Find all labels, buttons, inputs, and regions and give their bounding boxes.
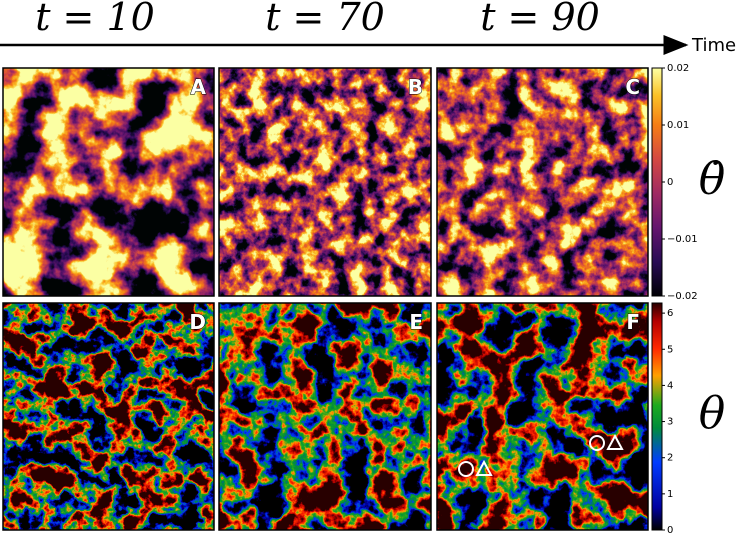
colorbar-tick-label: 0.01 bbox=[667, 120, 689, 131]
triangle-marker bbox=[606, 433, 624, 450]
time-label: t = 70 bbox=[265, 0, 385, 39]
colorbar-tick-label: 0.02 bbox=[667, 63, 689, 74]
colorbar bbox=[651, 67, 663, 297]
heatmap-panel bbox=[219, 68, 431, 296]
circle-marker bbox=[589, 435, 605, 451]
colorbar-tick-label: 0 bbox=[667, 525, 673, 534]
panel-letter: D bbox=[189, 310, 206, 334]
panel-frame bbox=[2, 67, 215, 297]
colorbar-tick-label: 0 bbox=[667, 177, 673, 188]
panel-frame bbox=[218, 67, 432, 297]
colorbar-tick-label: 2 bbox=[667, 453, 673, 464]
colorbar-symbol: θ bbox=[699, 388, 726, 439]
time-axis-label: Time bbox=[691, 35, 736, 56]
colorbar-tick-label: 1 bbox=[667, 489, 673, 500]
heatmap-panel bbox=[437, 303, 648, 530]
triangle-marker bbox=[475, 459, 493, 476]
panel-frame bbox=[436, 302, 649, 531]
heatmap-panel bbox=[219, 303, 431, 530]
colorbar bbox=[651, 302, 663, 531]
colorbar-tick-label: 3 bbox=[667, 417, 673, 428]
colorbar-tick-label: 5 bbox=[667, 344, 673, 355]
panel-letter: B bbox=[408, 75, 423, 99]
heatmap-panel bbox=[3, 68, 214, 296]
heatmap-panel bbox=[437, 68, 648, 296]
panel-frame bbox=[218, 302, 432, 531]
colorbar-symbol: θ̇ bbox=[699, 154, 726, 205]
panel-letter: F bbox=[626, 310, 640, 334]
panel-letter: A bbox=[191, 75, 207, 99]
panel-frame bbox=[436, 67, 649, 297]
time-label: t = 10 bbox=[35, 0, 155, 39]
panel-letter: E bbox=[409, 310, 423, 334]
colorbar-tick-label: 4 bbox=[667, 380, 673, 391]
heatmap-panel bbox=[3, 303, 214, 530]
panel-letter: C bbox=[625, 75, 640, 99]
circle-marker bbox=[458, 461, 474, 477]
panel-frame bbox=[2, 302, 215, 531]
colorbar-tick-label: 6 bbox=[667, 308, 673, 319]
colorbar-tick-label: −0.02 bbox=[667, 291, 698, 302]
time-label: t = 90 bbox=[480, 0, 600, 39]
colorbar-tick-label: −0.01 bbox=[667, 234, 698, 245]
